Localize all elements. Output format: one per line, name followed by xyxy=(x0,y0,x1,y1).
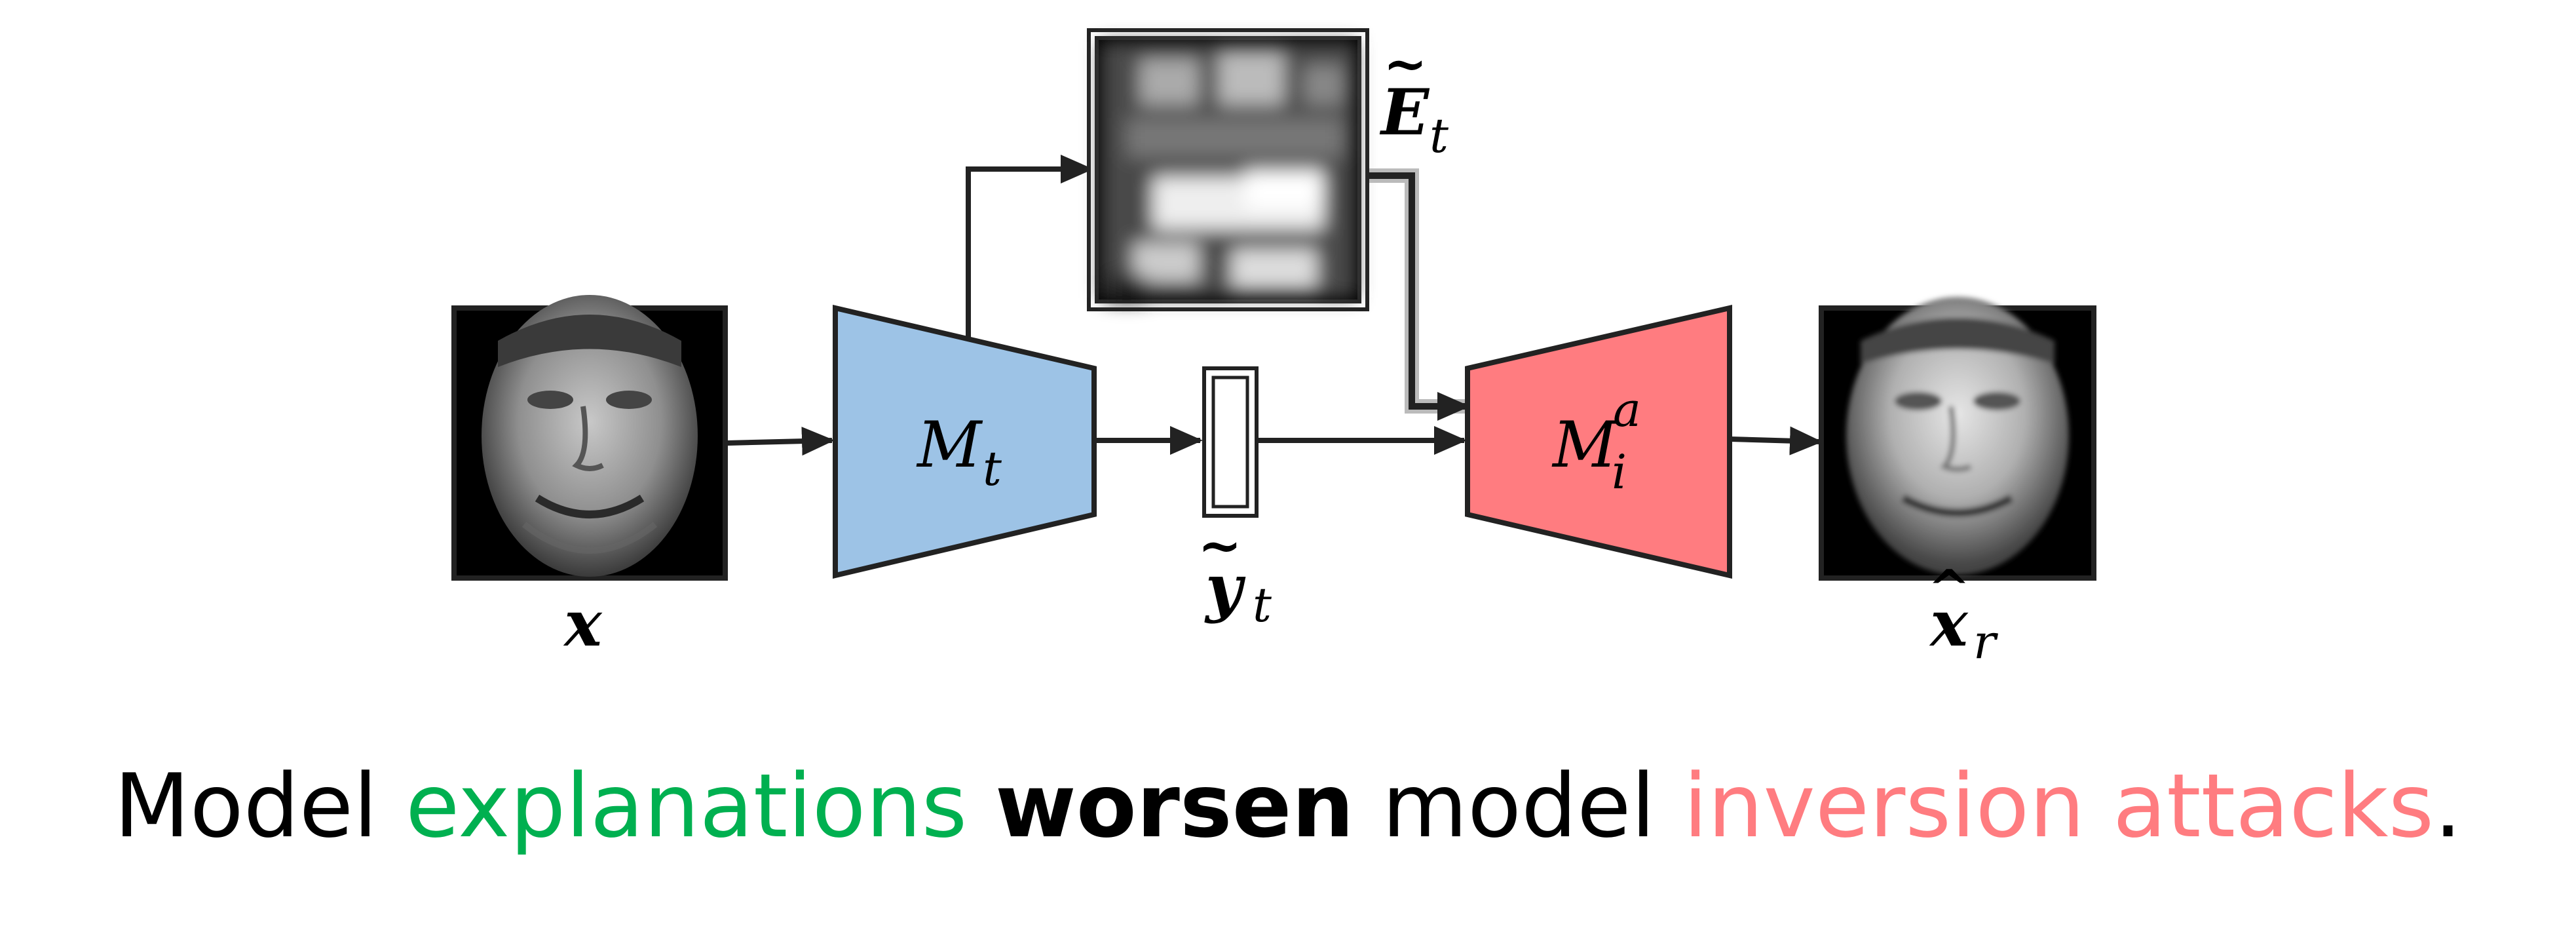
explanation-tilde: ~ xyxy=(1383,33,1427,94)
prediction-subscript: t xyxy=(1253,577,1272,632)
arrow-target-to-explanation xyxy=(966,155,1093,341)
prediction-vector xyxy=(1202,366,1259,518)
arrow-input-to-target xyxy=(727,427,835,456)
reconstructed-face-icon xyxy=(1846,297,2069,575)
caption-inversion-attacks: inversion attacks xyxy=(1683,755,2434,857)
caption-worsen: worsen xyxy=(994,755,1354,857)
target-model-block xyxy=(833,304,1097,579)
target-model-subscript: t xyxy=(983,441,1002,496)
reconstruction-subscript: r xyxy=(1973,614,1998,669)
input-label: x xyxy=(563,587,603,661)
target-model-label: M xyxy=(916,408,983,482)
saliency-heatmap-icon xyxy=(1101,42,1356,301)
prediction-label: y xyxy=(1204,551,1246,625)
reconstruction-hat: ^ xyxy=(1927,559,1970,619)
inversion-model-subscript: i xyxy=(1612,444,1627,499)
input-face-image xyxy=(451,295,728,581)
caption-explanations: explanations xyxy=(406,755,968,857)
reconstructed-face-image xyxy=(1819,297,2096,581)
prediction-tilde: ~ xyxy=(1198,514,1241,576)
caption-part-1: Model xyxy=(114,755,406,857)
arrow-explanation-to-inversion xyxy=(1369,168,1471,414)
caption-part-3 xyxy=(967,755,995,857)
inversion-model-block xyxy=(1465,304,1732,579)
reconstruction-label: x xyxy=(1929,587,1969,661)
explanation-map-image xyxy=(1087,28,1369,311)
caption: Model explanations worsen model inversio… xyxy=(0,754,2576,859)
inversion-model-label: M xyxy=(1551,408,1619,482)
pipeline-diagram: x M t E t ~ y t ~ xyxy=(451,28,2096,669)
caption-part-5: model xyxy=(1354,755,1684,857)
arrow-inversion-to-reconstruction xyxy=(1730,426,1823,455)
explanation-subscript: t xyxy=(1430,108,1449,163)
face-photo-icon xyxy=(482,295,698,577)
caption-period: . xyxy=(2434,755,2462,857)
inversion-model-superscript: a xyxy=(1613,382,1641,437)
explanation-label: E xyxy=(1379,75,1430,149)
